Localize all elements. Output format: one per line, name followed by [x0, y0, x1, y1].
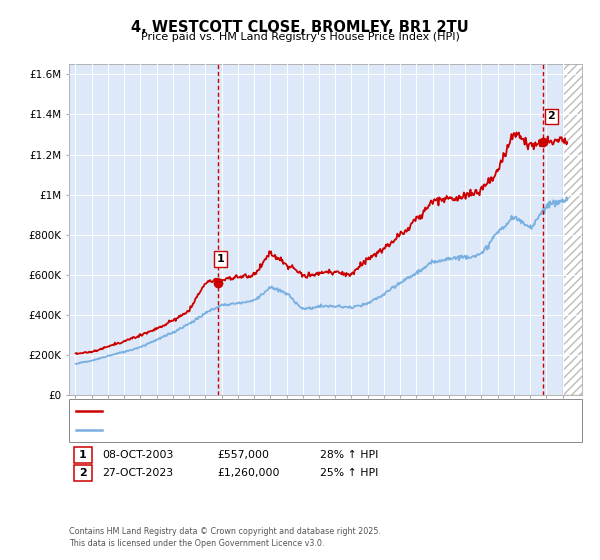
Text: 4, WESTCOTT CLOSE, BROMLEY, BR1 2TU (detached house): 4, WESTCOTT CLOSE, BROMLEY, BR1 2TU (det…	[106, 406, 398, 416]
Text: 2: 2	[548, 111, 556, 122]
Text: Price paid vs. HM Land Registry's House Price Index (HPI): Price paid vs. HM Land Registry's House …	[140, 32, 460, 43]
Text: 4, WESTCOTT CLOSE, BROMLEY, BR1 2TU: 4, WESTCOTT CLOSE, BROMLEY, BR1 2TU	[131, 20, 469, 35]
Bar	[563, 64, 595, 395]
Text: 27-OCT-2023: 27-OCT-2023	[103, 468, 174, 478]
Text: £557,000: £557,000	[218, 450, 270, 460]
Text: 08-OCT-2003: 08-OCT-2003	[103, 450, 174, 460]
Text: 2: 2	[79, 468, 86, 478]
Text: £1,260,000: £1,260,000	[218, 468, 280, 478]
Text: 28% ↑ HPI: 28% ↑ HPI	[320, 450, 378, 460]
Text: 1: 1	[217, 254, 224, 264]
Text: HPI: Average price, detached house, Bromley: HPI: Average price, detached house, Brom…	[106, 425, 328, 435]
Text: 1: 1	[79, 450, 86, 460]
Text: Contains HM Land Registry data © Crown copyright and database right 2025.
This d: Contains HM Land Registry data © Crown c…	[69, 527, 381, 548]
Text: 25% ↑ HPI: 25% ↑ HPI	[320, 468, 378, 478]
